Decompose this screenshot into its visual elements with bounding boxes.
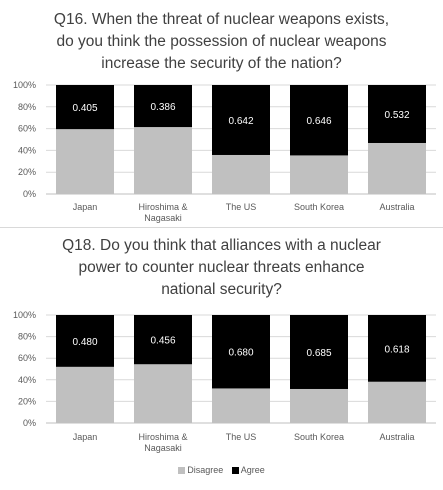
bar-agree xyxy=(368,85,426,143)
data-label: 0.618 xyxy=(384,344,409,355)
y-tick-label: 60% xyxy=(18,124,36,134)
bar-agree xyxy=(134,85,192,128)
bar-disagree xyxy=(290,155,348,194)
bar-agree xyxy=(56,85,114,130)
chart-title-line: national security? xyxy=(161,281,282,298)
y-tick-label: 20% xyxy=(18,167,36,177)
x-tick-label: Japan xyxy=(73,202,98,212)
legend-swatch-disagree xyxy=(178,467,186,474)
y-tick-label: 0% xyxy=(23,189,36,199)
y-tick-label: 20% xyxy=(18,396,36,406)
bar-disagree xyxy=(368,142,426,194)
x-tick-label: Australia xyxy=(379,432,414,442)
y-tick-label: 40% xyxy=(18,145,36,155)
legend-item-disagree: Disagree xyxy=(178,465,223,475)
y-tick-label: 0% xyxy=(23,418,36,428)
y-tick-label: 80% xyxy=(18,332,36,342)
legend-label: Agree xyxy=(240,465,265,475)
data-label: 0.646 xyxy=(306,116,331,127)
y-tick-label: 60% xyxy=(18,353,36,363)
x-tick-label: South Korea xyxy=(294,432,344,442)
chart-title: Q16. When the threat of nuclear weapons … xyxy=(0,9,443,75)
data-label: 0.642 xyxy=(228,116,253,127)
bar-agree xyxy=(368,315,426,382)
x-tick-label: Hiroshima & xyxy=(138,432,187,442)
x-tick-label: Australia xyxy=(379,202,414,212)
x-tick-label: Nagasaki xyxy=(144,443,182,453)
bar-disagree xyxy=(290,388,348,423)
chart-plot-q18: 0% 20% 40% 60% 80% 100% 0.480 Japan 0.456 Hiroshi… xyxy=(13,310,436,453)
x-tick-label: Hiroshima & xyxy=(138,202,187,212)
x-tick-label: Japan xyxy=(73,432,98,442)
bar-disagree xyxy=(56,366,114,423)
legend-label: Disagree xyxy=(187,465,224,475)
bar-agree xyxy=(212,315,270,389)
bar-agree xyxy=(56,315,114,367)
chart-plot-q16: 0% 20% 40% 60% 80% 100% 0.405 Japan 0.386 Hiroshi… xyxy=(13,80,436,223)
chart-title-line: increase the security of the nation? xyxy=(101,55,342,72)
y-tick-label: 40% xyxy=(18,375,36,385)
bar-disagree xyxy=(134,364,192,423)
data-label: 0.480 xyxy=(72,337,97,348)
chart-legend: Disagree Agree xyxy=(0,465,443,475)
legend-item-agree: Agree xyxy=(231,465,265,475)
bar-agree xyxy=(290,315,348,389)
y-tick-label: 100% xyxy=(13,310,36,320)
bar-disagree xyxy=(212,388,270,423)
chart-title-line: Q16. When the threat of nuclear weapons … xyxy=(53,11,390,28)
chart-title: Q18. Do you think that alliances with a … xyxy=(0,235,443,301)
x-tick-label: Nagasaki xyxy=(144,213,182,223)
chart-title-line: power to counter nuclear threats enhance xyxy=(78,259,365,276)
y-tick-label: 100% xyxy=(13,80,36,90)
data-label: 0.685 xyxy=(306,348,331,359)
chart-title-line: do you think the possession of nuclear w… xyxy=(56,33,387,50)
bar-disagree xyxy=(212,154,270,194)
data-label: 0.532 xyxy=(384,110,409,121)
chart-title-line: Q18. Do you think that alliances with a … xyxy=(62,237,381,254)
data-label: 0.680 xyxy=(228,348,253,359)
bar-disagree xyxy=(368,381,426,423)
bar-agree xyxy=(290,85,348,156)
x-tick-label: The US xyxy=(226,432,257,442)
bar-agree xyxy=(134,315,192,365)
chart-panel-q16: Q16. When the threat of nuclear weapons … xyxy=(0,0,443,228)
legend-swatch-agree xyxy=(231,467,239,474)
data-label: 0.456 xyxy=(150,336,175,347)
bar-agree xyxy=(212,85,270,155)
data-label: 0.386 xyxy=(150,102,175,113)
x-tick-label: South Korea xyxy=(294,202,344,212)
y-tick-label: 80% xyxy=(18,102,36,112)
data-label: 0.405 xyxy=(72,103,97,114)
chart-panel-q18: Q18. Do you think that alliances with a … xyxy=(0,229,443,490)
x-tick-label: The US xyxy=(226,202,257,212)
bar-disagree xyxy=(56,129,114,194)
bar-disagree xyxy=(134,127,192,194)
